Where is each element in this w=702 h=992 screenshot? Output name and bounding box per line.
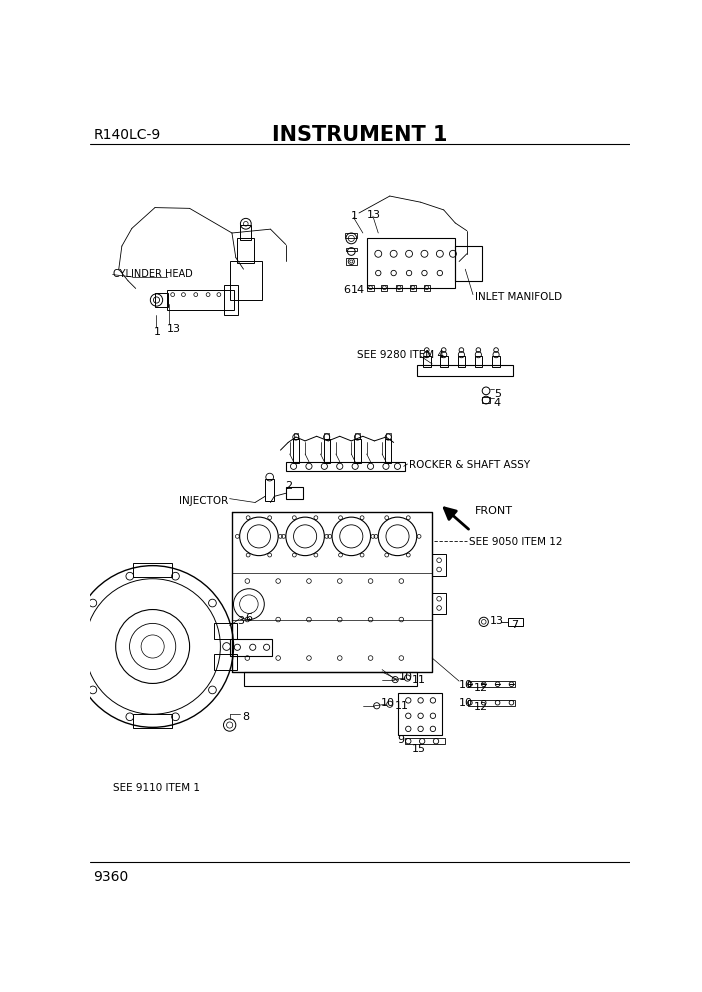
Bar: [244, 672, 417, 685]
Bar: [366, 238, 456, 289]
Text: 10: 10: [399, 672, 413, 682]
Text: ROCKER & SHAFT ASSY: ROCKER & SHAFT ASSY: [409, 460, 530, 470]
Bar: [396, 285, 402, 291]
Bar: [482, 397, 490, 403]
Bar: [237, 238, 254, 263]
Text: 13: 13: [490, 616, 504, 626]
Bar: [508, 618, 523, 627]
Text: 15: 15: [411, 744, 425, 754]
Bar: [432, 592, 446, 614]
Text: 10: 10: [459, 680, 473, 689]
Text: INSTRUMENT 1: INSTRUMENT 1: [272, 125, 448, 145]
Bar: [456, 246, 482, 281]
Text: 4: 4: [494, 398, 501, 408]
Bar: [381, 285, 388, 291]
Bar: [468, 682, 515, 687]
Bar: [324, 438, 330, 463]
Text: 12: 12: [474, 683, 488, 693]
Bar: [293, 434, 298, 438]
Text: 6: 6: [343, 285, 350, 295]
Text: 1: 1: [154, 327, 161, 337]
Bar: [405, 738, 445, 744]
Text: 9360: 9360: [93, 870, 128, 884]
Text: 13: 13: [366, 210, 380, 220]
Text: SEE 9110 ITEM 1: SEE 9110 ITEM 1: [112, 783, 199, 793]
Bar: [385, 438, 391, 463]
Text: R140LC-9: R140LC-9: [93, 128, 161, 142]
Bar: [293, 438, 299, 463]
Text: INJECTOR: INJECTOR: [179, 496, 228, 506]
Bar: [432, 555, 446, 575]
Bar: [230, 639, 272, 656]
Text: 1: 1: [351, 211, 358, 221]
Bar: [155, 293, 168, 307]
Text: 7: 7: [512, 620, 519, 630]
Bar: [230, 262, 262, 300]
Bar: [265, 479, 274, 501]
Bar: [410, 285, 416, 291]
Bar: [214, 654, 237, 670]
Bar: [475, 356, 482, 367]
Bar: [324, 434, 329, 438]
Bar: [397, 692, 442, 735]
Text: 13: 13: [166, 323, 180, 334]
Bar: [133, 714, 172, 728]
Bar: [346, 248, 357, 252]
Text: 5: 5: [494, 389, 501, 399]
Bar: [367, 285, 373, 291]
Bar: [468, 699, 515, 705]
Bar: [345, 233, 357, 238]
Bar: [417, 365, 513, 376]
Bar: [224, 285, 238, 315]
Text: CYLINDER HEAD: CYLINDER HEAD: [112, 269, 192, 279]
Bar: [286, 461, 405, 471]
Text: 9: 9: [397, 735, 404, 745]
Text: 10: 10: [459, 698, 473, 708]
Bar: [355, 438, 361, 463]
Bar: [355, 434, 360, 438]
Text: 12: 12: [474, 702, 488, 712]
Bar: [440, 356, 448, 367]
Text: 11: 11: [395, 701, 409, 711]
Text: 10: 10: [380, 698, 395, 708]
Text: SEE 9050 ITEM 12: SEE 9050 ITEM 12: [469, 537, 562, 548]
Text: 11: 11: [411, 675, 425, 685]
Bar: [424, 285, 430, 291]
Bar: [346, 258, 357, 265]
Text: FRONT: FRONT: [475, 506, 512, 516]
Bar: [423, 356, 430, 367]
Bar: [133, 563, 172, 577]
Text: 8: 8: [242, 712, 249, 722]
Text: 2: 2: [285, 481, 292, 491]
Bar: [458, 356, 465, 367]
Bar: [386, 434, 390, 438]
Text: INLET MANIFOLD: INLET MANIFOLD: [475, 293, 562, 303]
Bar: [492, 356, 500, 367]
Text: 14: 14: [351, 285, 366, 295]
Bar: [286, 487, 303, 499]
Text: SEE 9280 ITEM 4: SEE 9280 ITEM 4: [357, 350, 444, 360]
Bar: [166, 290, 234, 310]
Text: 6: 6: [245, 613, 252, 623]
Bar: [240, 225, 251, 240]
Bar: [214, 623, 237, 639]
Text: 3: 3: [237, 616, 244, 626]
